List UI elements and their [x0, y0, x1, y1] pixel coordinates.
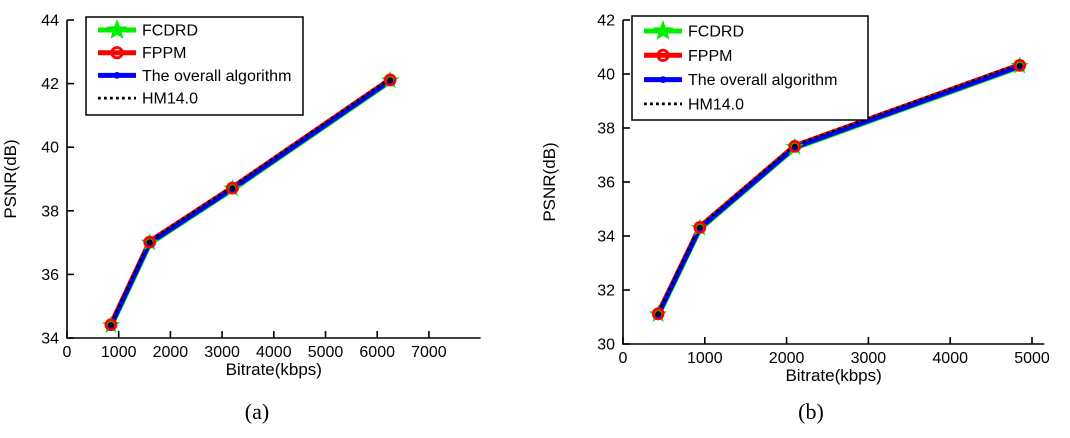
legend-point-icon: [113, 72, 121, 79]
x-tick-label: 2000: [769, 350, 805, 367]
chart-a-caption: (a): [244, 399, 270, 424]
chart-a-canvas: 34 36 38 40 42 44 0 1000 2000 3000 4000 5000 6000 700…: [1, 13, 481, 379]
marker-dot: [1016, 62, 1023, 69]
x-tick-label: 1000: [687, 350, 723, 367]
x-tick-label: 3000: [204, 344, 240, 361]
marker-circle: [226, 181, 239, 195]
chart-panel-a: 34 36 38 40 42 44 0 1000 2000 3000 4000 5000 6000 700…: [1, 13, 481, 424]
y-axis-label: PSNR(dB): [1, 139, 20, 218]
x-tick-label: 5000: [1014, 350, 1050, 367]
x-axis-label: Bitrate(kbps): [226, 360, 322, 379]
x-tick-label: 6000: [359, 344, 395, 361]
series-line-the-overall-algorithm: [108, 78, 392, 327]
y-tick-label: 34: [597, 229, 615, 246]
marker-circle: [651, 307, 665, 321]
legend-label: HM14.0: [688, 96, 744, 113]
marker-dot: [229, 185, 236, 191]
legend-label: FCDRD: [688, 24, 744, 41]
x-axis-label: Bitrate(kbps): [785, 366, 881, 385]
series-line-hm14-0: [109, 77, 391, 324]
y-tick-label: 38: [597, 121, 615, 138]
x-tick-label: 0: [63, 344, 72, 361]
y-tick-label: 38: [41, 203, 59, 220]
legend-label: The overall algorithm: [688, 72, 837, 89]
series-line-fppm: [108, 77, 392, 326]
chart-panel-b: 30 32 34 36 38 40 42 0 1000 2000 3000 4000 5000 Bitra…: [535, 0, 1070, 438]
marker-circle: [693, 220, 707, 234]
x-tick-label: 3000: [851, 350, 887, 367]
legend-label: FCDRD: [142, 23, 198, 40]
legend-label: FPPM: [688, 48, 732, 65]
marker-circle: [383, 73, 397, 87]
marker-dot: [387, 77, 393, 83]
x-tick-label: 1000: [101, 344, 137, 361]
legend-circle-icon: [110, 46, 124, 60]
series-line-fcdrd: [108, 79, 392, 328]
marker-circle: [143, 235, 157, 249]
x-tick-label: 0: [619, 350, 628, 367]
chart-b-caption: (b): [798, 399, 824, 424]
x-tick-label: 5000: [308, 344, 344, 361]
marker-circle: [788, 139, 802, 153]
y-tick-label: 30: [597, 337, 615, 354]
y-tick-label: 40: [41, 140, 59, 157]
marker-circle: [104, 318, 118, 332]
legend-label: The overall algorithm: [142, 68, 291, 85]
chart-b-canvas: 30 32 34 36 38 40 42 0 1000 2000 3000 4000 5000 Bitra…: [540, 13, 1050, 386]
y-tick-label: 36: [41, 267, 59, 284]
legend-circle-icon: [656, 48, 670, 62]
y-tick-label: 32: [597, 283, 615, 300]
y-tick-label: 34: [41, 331, 59, 348]
legend-label: HM14.0: [142, 91, 198, 108]
legend-point-icon: [659, 76, 667, 83]
marker-dot: [146, 239, 153, 245]
x-tick-label: 2000: [153, 344, 189, 361]
marker-dot: [697, 224, 703, 231]
y-axis-label: PSNR(dB): [540, 142, 559, 221]
x-tick-label: 4000: [256, 344, 292, 361]
y-tick-label: 36: [597, 175, 615, 192]
marker-dot: [655, 311, 661, 317]
y-tick-label: 44: [41, 13, 59, 30]
x-tick-label: 4000: [932, 350, 968, 367]
legend-star-icon: [652, 20, 674, 40]
marker-dot: [791, 143, 798, 150]
y-tick-label: 40: [597, 67, 615, 84]
y-tick-label: 42: [597, 13, 615, 30]
x-tick-label: 7000: [411, 344, 447, 361]
legend-star-icon: [106, 19, 128, 39]
legend-label: FPPM: [142, 45, 186, 62]
marker-circle: [1013, 59, 1027, 72]
marker-dot: [108, 321, 114, 328]
y-tick-label: 42: [41, 76, 59, 93]
